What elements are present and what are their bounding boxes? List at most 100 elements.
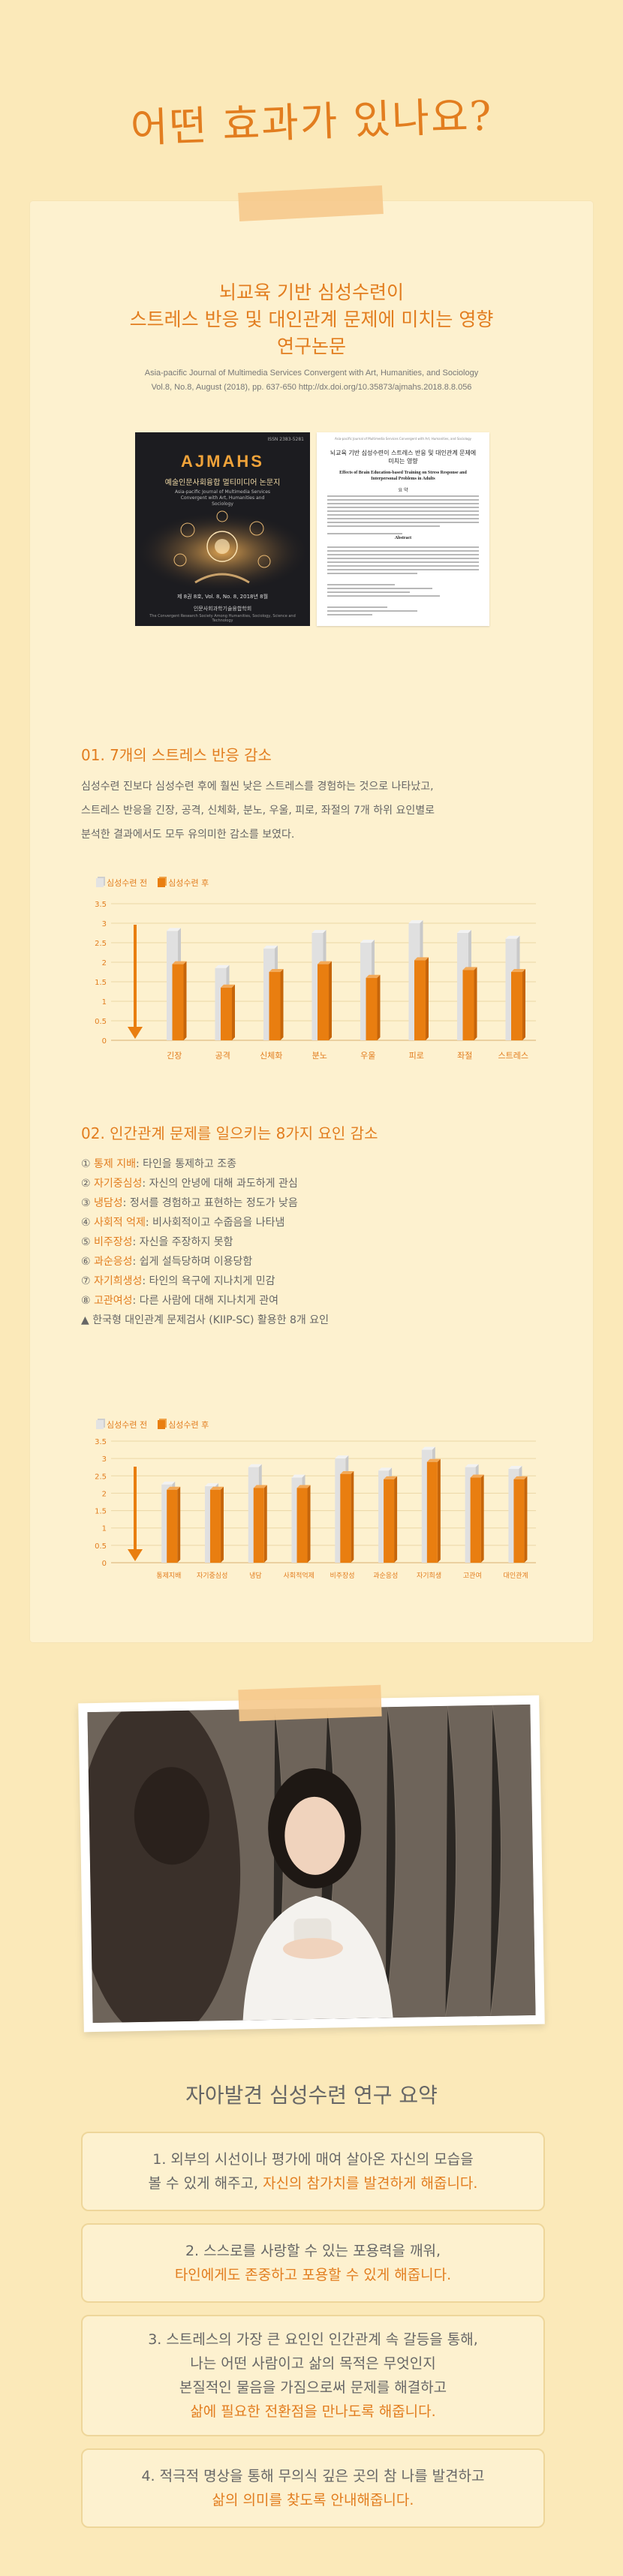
bar-after-top xyxy=(513,1476,528,1479)
bar-before-top xyxy=(335,1455,349,1459)
summary-highlight: 삶의 의미를 찾도록 안내해줍니다. xyxy=(212,2492,414,2508)
summary-text: 본질적인 물음을 가짐으로써 문제를 해결하고 xyxy=(179,2379,447,2396)
bar-after-side xyxy=(177,1486,181,1563)
body-line: 분석한 결과에서도 모두 유의미한 감소를 보였다. xyxy=(81,829,295,841)
bar-after xyxy=(414,960,426,1040)
bar-after-side xyxy=(377,974,381,1040)
bar-before-top xyxy=(508,1466,522,1470)
bar-after-top xyxy=(296,1485,311,1488)
cover-issue: 제 8권 8호, Vol. 8, No. 8, 2018년 8월 xyxy=(176,594,269,600)
tape-decoration xyxy=(238,1684,382,1722)
bar-after xyxy=(253,1488,264,1563)
bar-after-side xyxy=(351,1470,354,1563)
factor-list: ① 통제 지배: 타인을 통제하고 조종 ② 자기중심성: 자신의 안녕에 대해… xyxy=(81,1154,329,1330)
bar-before-top xyxy=(263,945,278,949)
bar-after xyxy=(209,1489,221,1563)
bar-after-top xyxy=(340,1470,354,1474)
bar-after-top xyxy=(167,1486,181,1490)
summary-highlight: 자신의 참가치를 발견하게 해줍니다. xyxy=(263,2175,478,2192)
factor-name: 통제 지배 xyxy=(94,1158,136,1170)
summary-item-2: 2. 스스로를 사랑할 수 있는 포용력을 깨워, 타인에게도 존중하고 포용할… xyxy=(81,2223,545,2303)
bar-before-top xyxy=(248,1464,262,1467)
summary-text: 3. 스트레스의 가장 큰 요인인 인간관계 속 갈등을 통해, xyxy=(148,2331,478,2348)
x-tick-label: 냉담 xyxy=(249,1571,262,1580)
y-tick-label: 2.5 xyxy=(95,940,107,948)
y-tick-label: 3.5 xyxy=(95,1438,107,1446)
bar-before-top xyxy=(378,1467,393,1471)
summary-line: 본질적인 물음을 가짐으로써 문제를 해결하고 xyxy=(83,2376,543,2400)
factor-note: ▲ 한국형 대인관계 문제검사 (KIIP-SC) 활용한 8개 요인 xyxy=(81,1314,329,1326)
legend-label: 심성수련 전 xyxy=(107,878,148,888)
x-tick-label: 긴장 xyxy=(167,1051,182,1061)
bar-after-top xyxy=(426,1458,441,1462)
factor-desc: : 다른 사람에 대해 지나치게 관여 xyxy=(132,1295,278,1307)
x-tick-label: 과순응성 xyxy=(373,1572,398,1580)
summary-line: 1. 외부의 시선이나 평가에 매여 살아온 자신의 모습을 xyxy=(83,2147,543,2171)
factor-desc: : 비사회적이고 수줍음을 나타냄 xyxy=(145,1217,285,1229)
body-line: 심성수련 진보다 심성수련 후에 훨씬 낮은 스트레스를 경험하는 것으로 나타… xyxy=(81,781,434,793)
bar-after-side xyxy=(183,961,187,1040)
photo-illustration xyxy=(87,1704,536,2024)
section2-title: 02. 인간관계 문제를 일으키는 8가지 요인 감소 xyxy=(81,1124,378,1142)
y-tick-label: 2 xyxy=(102,959,107,968)
factor-item: ③ 냉담성: 정서를 경험하고 표현하는 정도가 낮음 xyxy=(81,1193,329,1213)
bar-before-top xyxy=(457,930,471,933)
x-tick-label: 피로 xyxy=(409,1051,424,1061)
paper-title-line: 연구논문 xyxy=(276,336,346,357)
factor-item: ⑧ 고관여성: 다른 사람에 대해 지나치게 관여 xyxy=(81,1291,329,1311)
summary-item-1: 1. 외부의 시선이나 평가에 매여 살아온 자신의 모습을 볼 수 있게 해주… xyxy=(81,2132,545,2211)
bar-after-side xyxy=(426,957,429,1040)
factor-item: ② 자기중심성: 자신의 안녕에 대해 과도하게 관심 xyxy=(81,1174,329,1193)
y-tick-label: 1.5 xyxy=(95,979,107,987)
bar-after xyxy=(366,977,378,1040)
body-line: 스트레스 반응을 긴장, 공격, 신체화, 분노, 우울, 피로, 좌절의 7개… xyxy=(81,805,435,817)
factor-num: ④ xyxy=(81,1217,91,1229)
x-tick-label: 신체화 xyxy=(260,1051,282,1061)
bar-after xyxy=(384,1479,395,1563)
factor-desc: : 정서를 경험하고 표현하는 정도가 낮음 xyxy=(122,1197,298,1209)
x-tick-label: 비주장성 xyxy=(330,1572,354,1580)
legend-after: 심성수련 후 xyxy=(158,877,209,889)
bar-after-side xyxy=(522,969,525,1040)
chart-stress-response: 0 0.5 1 1.5 2 2.5 3 3.5 긴장 공격 신체화 분노 우울 피로 좌절 스트레스 xyxy=(95,901,536,1061)
bar-after-top xyxy=(414,957,429,961)
article-title-kr: 뇌교육 기반 심성수련이 스트레스 반응 및 대인관계 문제에 미치는 영향 xyxy=(330,450,477,465)
legend-swatch xyxy=(158,1420,166,1429)
bar-after-side xyxy=(437,1458,441,1563)
summary-text: 나는 어떤 사람이고 삶의 목적은 무엇인지 xyxy=(190,2355,436,2372)
bar-before-top xyxy=(408,920,423,923)
factor-name: 사회적 억제 xyxy=(94,1217,146,1229)
summary-line: 볼 수 있게 해주고, 자신의 참가치를 발견하게 해줍니다. xyxy=(83,2171,543,2195)
bar-after-side xyxy=(524,1476,528,1563)
factor-num: ② xyxy=(81,1178,91,1190)
article-abstract-heading: 요 약 xyxy=(398,488,408,493)
paper-title: 뇌교육 기반 심성수련이 스트레스 반응 및 대인관계 문제에 미치는 영향 연… xyxy=(0,279,623,360)
y-tick-label: 1 xyxy=(102,1525,107,1533)
summary-text: 1. 외부의 시선이나 평가에 매여 살아온 자신의 모습을 xyxy=(152,2151,474,2168)
bar-before-top xyxy=(161,1481,176,1485)
cover-issn: ISSN 2383-5281 xyxy=(267,437,305,442)
legend-swatch xyxy=(158,878,166,887)
factor-num: ⑦ xyxy=(81,1275,91,1287)
y-tick-label: 0.5 xyxy=(95,1018,107,1026)
bar-after-top xyxy=(253,1485,267,1488)
factor-desc: : 타인을 통제하고 조종 xyxy=(136,1158,236,1170)
summary-text: 볼 수 있게 해주고, xyxy=(148,2175,263,2192)
summary-highlight: 삶에 필요한 전환점을 만나도록 해줍니다. xyxy=(190,2403,436,2420)
decrease-arrow-head xyxy=(128,1027,143,1039)
x-tick-label: 대인관계 xyxy=(504,1571,528,1580)
summary-title: 자아발견 심성수련 연구 요약 xyxy=(185,2083,438,2108)
bar-after-side xyxy=(329,961,332,1040)
summary-item-4: 4. 적극적 명상을 통해 무의식 깊은 곳의 참 나를 발견하고 삶의 의미를… xyxy=(81,2448,545,2528)
legend-label: 심성수련 후 xyxy=(168,878,209,888)
section1-title: 01. 7개의 스트레스 반응 감소 xyxy=(81,746,272,764)
article-page-image: Asia-pacific Journal of Multimedia Servi… xyxy=(317,432,489,626)
legend-swatch xyxy=(96,878,104,887)
factor-name: 비주장성 xyxy=(94,1236,133,1248)
summary-item-3: 3. 스트레스의 가장 큰 요인인 인간관계 속 갈등을 통해, 나는 어떤 사… xyxy=(81,2315,545,2436)
bar-before-top xyxy=(291,1474,305,1478)
article-text-lines xyxy=(327,495,479,615)
bar-after-top xyxy=(269,969,284,972)
y-tick-label: 3 xyxy=(102,1455,107,1464)
bar-after xyxy=(470,1477,481,1563)
